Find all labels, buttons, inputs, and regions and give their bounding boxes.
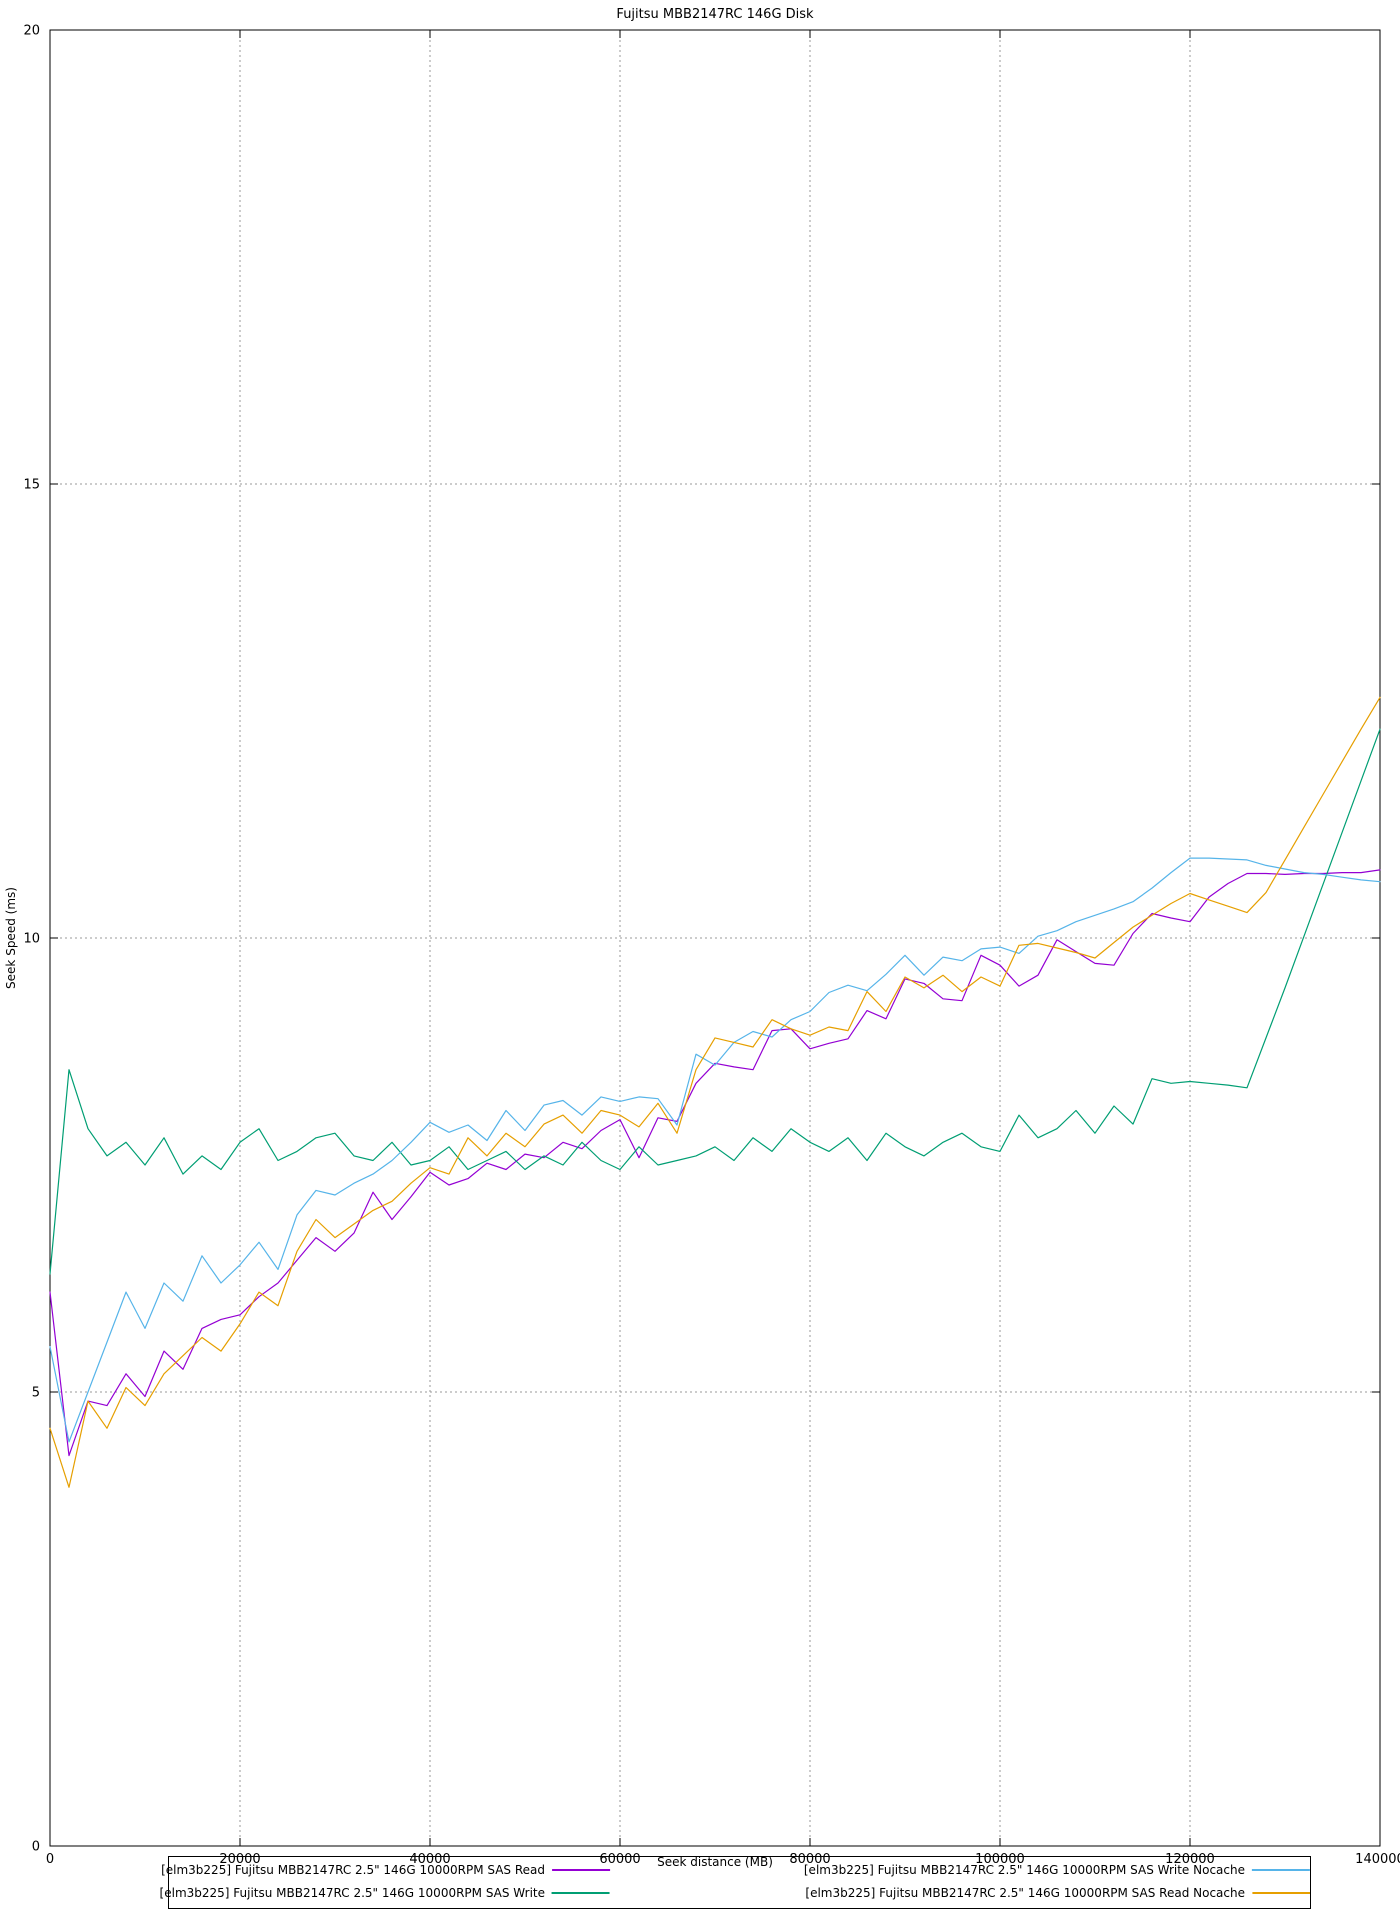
legend-line-sample-sas-write-nocache xyxy=(1252,1869,1310,1871)
y-tick-label: 20 xyxy=(23,24,40,39)
legend-entry-sas-read-nocache: [elm3b225] Fujitsu MBB2147RC 2.5" 146G 1… xyxy=(805,1885,1310,1901)
series-line-sas-write-nocache xyxy=(49,857,1381,1443)
legend-entry-sas-write: [elm3b225] Fujitsu MBB2147RC 2.5" 146G 1… xyxy=(160,1885,610,1901)
legend-label-sas-read-nocache: [elm3b225] Fujitsu MBB2147RC 2.5" 146G 1… xyxy=(805,1886,1245,1900)
x-tick-label: 120000 xyxy=(1165,1852,1215,1867)
x-tick-label: 60000 xyxy=(599,1852,640,1867)
chart-title: Fujitsu MBB2147RC 146G Disk xyxy=(616,7,814,22)
legend-label-sas-write-nocache: [elm3b225] Fujitsu MBB2147RC 2.5" 146G 1… xyxy=(803,1863,1245,1877)
legend-entry-sas-write-nocache: [elm3b225] Fujitsu MBB2147RC 2.5" 146G 1… xyxy=(804,1862,1310,1878)
y-tick-label: 5 xyxy=(32,1386,40,1401)
series-line-sas-write xyxy=(49,728,1381,1275)
y-axis-title: Seek Speed (ms) xyxy=(4,887,18,989)
x-tick-label: 100000 xyxy=(975,1852,1025,1867)
y-tick-label: 15 xyxy=(23,478,40,493)
x-tick-label: 0 xyxy=(46,1852,54,1867)
legend-line-sample-sas-write xyxy=(552,1892,610,1894)
legend-label-sas-write: [elm3b225] Fujitsu MBB2147RC 2.5" 146G 1… xyxy=(159,1886,545,1900)
x-axis-title: Seek distance (MB) xyxy=(657,1855,773,1869)
legend-label-sas-read: [elm3b225] Fujitsu MBB2147RC 2.5" 146G 1… xyxy=(161,1863,545,1877)
legend-line-sample-sas-read xyxy=(552,1869,610,1871)
x-tick-label: 40000 xyxy=(409,1852,450,1867)
x-tick-label: 140000 xyxy=(1355,1852,1400,1867)
legend-box xyxy=(168,1856,1311,1909)
y-tick-label: 10 xyxy=(23,932,40,947)
legend-line-sample-sas-read-nocache xyxy=(1252,1892,1310,1894)
series-line-sas-read-nocache xyxy=(49,696,1381,1488)
x-tick-label: 80000 xyxy=(789,1852,830,1867)
legend-entry-sas-read: [elm3b225] Fujitsu MBB2147RC 2.5" 146G 1… xyxy=(161,1862,610,1878)
x-tick-label: 20000 xyxy=(219,1852,260,1867)
series-line-sas-read xyxy=(49,869,1381,1457)
y-tick-label: 0 xyxy=(32,1840,40,1855)
